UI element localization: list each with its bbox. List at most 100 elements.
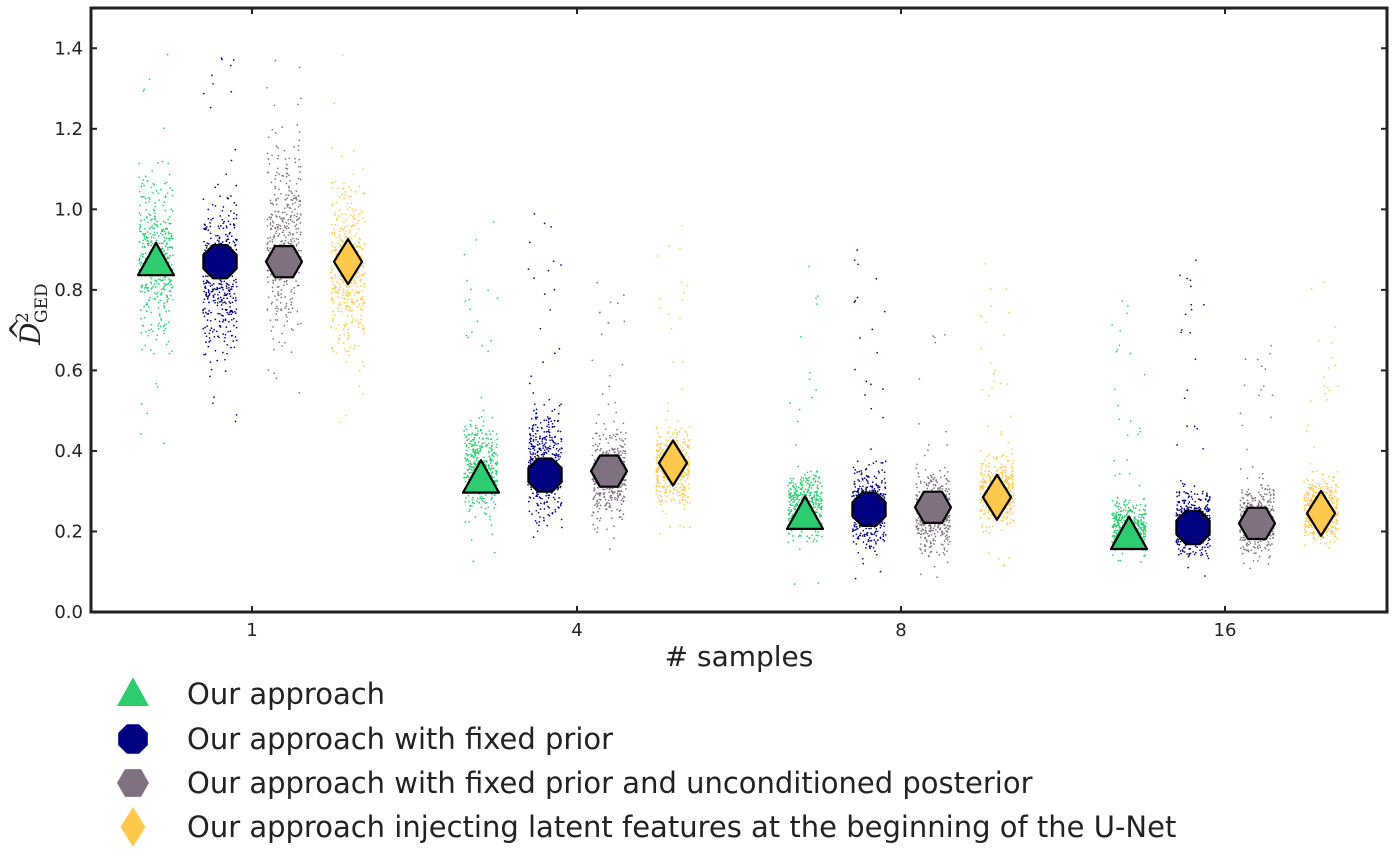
sample-point	[1208, 538, 1211, 541]
sample-point	[881, 469, 884, 471]
sample-point	[605, 451, 607, 454]
sample-point	[280, 308, 282, 311]
sample-point	[615, 438, 618, 441]
sample-point	[203, 298, 206, 301]
sample-point	[619, 450, 622, 452]
sample-point	[1140, 516, 1143, 519]
sample-point	[875, 278, 878, 280]
sample-point	[1183, 502, 1186, 505]
sample-point	[532, 453, 534, 456]
sample-point	[156, 225, 159, 228]
sample-point	[152, 192, 154, 194]
sample-point	[807, 489, 810, 492]
sample-point	[860, 487, 863, 490]
sample-point	[223, 340, 226, 343]
sample-point	[1138, 427, 1141, 430]
sample-point	[853, 480, 856, 483]
sample-point	[802, 477, 805, 480]
sample-point	[795, 485, 798, 488]
sample-point	[872, 462, 875, 464]
sample-point	[147, 221, 149, 224]
sample-point	[937, 525, 940, 528]
sample-point	[594, 494, 597, 497]
sample-point	[143, 235, 146, 238]
sample-point	[284, 307, 287, 310]
sample-point	[142, 239, 145, 242]
sample-point	[273, 104, 276, 107]
sample-point	[868, 537, 871, 539]
sample-point	[290, 301, 293, 304]
sample-point	[796, 495, 799, 498]
sample-point	[1117, 559, 1120, 562]
sample-point	[495, 433, 498, 435]
sample-point	[880, 481, 883, 484]
sample-point	[879, 526, 882, 529]
sample-point	[487, 442, 490, 445]
sample-point	[156, 291, 159, 294]
sample-point	[602, 451, 605, 453]
sample-point	[1262, 385, 1265, 388]
sample-point	[529, 451, 532, 453]
sample-point	[543, 222, 546, 225]
sample-point	[214, 301, 216, 304]
sample-point	[1144, 529, 1146, 531]
sample-point	[162, 279, 164, 281]
sample-point	[161, 247, 163, 250]
sample-point	[151, 224, 154, 227]
sample-point	[924, 527, 927, 529]
sample-point	[268, 162, 271, 165]
sample-point	[623, 482, 626, 485]
sample-point	[489, 468, 492, 471]
sample-point	[491, 464, 493, 467]
sample-point	[141, 324, 144, 327]
sample-point	[941, 533, 944, 536]
sample-point	[929, 551, 932, 554]
sample-point	[159, 223, 162, 225]
sample-point	[790, 529, 793, 532]
sample-point	[808, 537, 810, 539]
sample-point	[474, 449, 477, 451]
sample-point	[221, 299, 224, 302]
sample-point	[870, 545, 873, 548]
sample-point	[298, 139, 301, 142]
sample-point	[276, 228, 279, 231]
sample-point	[793, 500, 795, 503]
sample-point	[543, 453, 546, 456]
sample-point	[283, 280, 286, 283]
sample-point	[611, 509, 613, 512]
sample-point	[221, 218, 224, 221]
sample-point	[545, 435, 548, 438]
sample-point	[151, 287, 153, 289]
sample-point	[150, 328, 153, 331]
sample-point	[1114, 536, 1117, 539]
sample-point	[793, 491, 796, 494]
sample-point	[281, 220, 284, 223]
sample-point	[616, 449, 619, 452]
sample-point	[547, 513, 550, 516]
sample-point	[811, 498, 814, 500]
sample-point	[940, 530, 943, 533]
sample-point	[170, 237, 173, 239]
sample-point	[614, 496, 616, 499]
sample-point	[1204, 506, 1207, 509]
sample-point	[1134, 507, 1137, 510]
sample-point	[209, 106, 212, 109]
sample-point	[1143, 555, 1145, 558]
sample-point	[1271, 543, 1273, 545]
sample-point	[140, 230, 143, 233]
sample-point	[221, 58, 223, 61]
sample-point	[153, 352, 155, 355]
sample-point	[870, 383, 872, 386]
sample-point	[931, 480, 933, 483]
sample-point	[1241, 552, 1244, 555]
sample-point	[558, 458, 560, 461]
sample-point	[946, 519, 949, 522]
sample-point	[532, 492, 534, 495]
sample-point	[545, 419, 548, 422]
sample-point	[164, 284, 166, 287]
sample-point	[163, 307, 166, 309]
sample-point	[1183, 509, 1186, 511]
sample-point	[270, 181, 273, 184]
sample-point	[164, 228, 167, 230]
sample-point	[811, 501, 814, 504]
